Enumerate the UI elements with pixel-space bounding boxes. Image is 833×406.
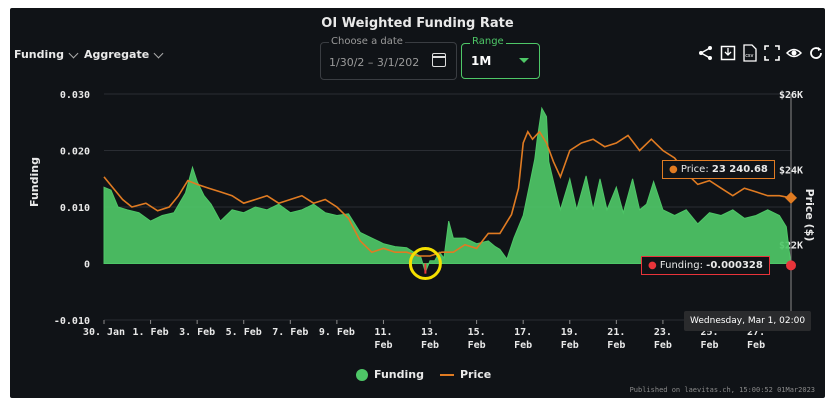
funding-tooltip-value: -0.000328 — [706, 260, 763, 271]
visibility-icon[interactable] — [785, 44, 803, 62]
highlight-circle-annotation — [408, 247, 442, 280]
x-tick-label: 1. Feb — [133, 327, 169, 338]
x-tick-label: 7. Feb — [272, 327, 308, 338]
x-tick-label: 9. Feb — [319, 327, 355, 338]
csv-download-icon[interactable]: csv — [741, 44, 759, 62]
funding-marker — [786, 260, 796, 271]
funding-area-series — [103, 106, 792, 274]
x-tick-label: 3. Feb — [179, 327, 215, 338]
x-tick-label: 5. Feb — [226, 327, 262, 338]
x-tick-label: Feb — [468, 340, 486, 351]
legend-item-funding[interactable]: Funding — [356, 368, 424, 381]
x-tick-label: 30. Jan — [83, 327, 125, 338]
dot-icon: ● — [669, 164, 678, 175]
refresh-icon[interactable] — [807, 44, 825, 62]
y-axis-ticks: 0.030 0.020 0.010 0 -0.010 — [54, 90, 90, 327]
calendar-icon[interactable] — [432, 53, 446, 67]
x-tick-label: 21. — [607, 327, 625, 338]
date-tooltip: Wednesday, Mar 1, 02:00 — [684, 311, 812, 331]
legend-price-label: Price — [460, 368, 492, 381]
x-tick-label: 23. — [654, 327, 672, 338]
price-tooltip-label: Price: — [680, 164, 709, 175]
legend-funding-swatch — [356, 368, 368, 381]
x-tick-label: Feb — [374, 340, 392, 351]
x-tick-label: Feb — [421, 340, 439, 351]
y-tick-label: 0.030 — [60, 90, 90, 101]
y2-axis-label: Price ($) — [803, 189, 816, 242]
date-range-picker[interactable]: Choose a date 1/30/2 – 3/1/202 — [320, 36, 457, 80]
x-tick-label: 27. — [747, 327, 765, 338]
funding-tooltip: ● Funding: -0.000328 — [641, 256, 770, 275]
y-tick-label: 0 — [84, 260, 90, 271]
y-tick-label: -0.010 — [54, 316, 90, 327]
legend-price-swatch — [440, 373, 454, 376]
image-download-icon[interactable] — [719, 44, 737, 62]
x-tick-label: Feb — [700, 340, 718, 351]
x-axis-ticks: 30. Jan 1. Feb 3. Feb 5. Feb 7. Feb 9. Feb 11.… — [83, 320, 765, 351]
chart-title: OI Weighted Funding Rate — [321, 16, 514, 31]
aggregation-dropdown[interactable]: Aggregate — [84, 48, 164, 61]
price-tooltip: ● Price: 23 240.68 — [662, 160, 775, 179]
y-tick-label: 0.010 — [60, 203, 90, 214]
range-select[interactable]: Range 1M — [461, 36, 540, 79]
x-tick-label: 17. — [514, 327, 532, 338]
legend-funding-label: Funding — [374, 368, 424, 381]
range-value: 1M — [471, 54, 492, 68]
x-tick-label: Feb — [654, 340, 672, 351]
dot-icon: ● — [648, 260, 657, 271]
date-picker-label: Choose a date — [329, 36, 405, 47]
x-tick-label: Feb — [514, 340, 532, 351]
metric-dropdown-label: Funding — [14, 48, 64, 61]
x-tick-label: Feb — [607, 340, 625, 351]
aggregation-dropdown-label: Aggregate — [84, 48, 150, 61]
share-icon[interactable] — [697, 44, 715, 62]
fullscreen-icon[interactable] — [763, 44, 781, 62]
y-axis-label: Funding — [28, 157, 41, 207]
x-tick-label: 25. — [700, 327, 718, 338]
x-tick-label: 15. — [468, 327, 486, 338]
y-tick-label: 0.020 — [60, 147, 90, 158]
publication-credit: Published on laevitas.ch, 15:00:52 01Mar… — [629, 386, 815, 394]
date-range-value: 1/30/2 – 3/1/202 — [329, 56, 420, 69]
price-marker — [785, 191, 797, 204]
x-tick-label: 11. — [374, 327, 392, 338]
x-tick-label: Feb — [747, 340, 765, 351]
price-line-series — [103, 129, 792, 257]
chart-toolbar: csv — [697, 44, 825, 62]
x-tick-label: Feb — [561, 340, 579, 351]
x-tick-label: 19. — [561, 327, 579, 338]
csv-icon-text: csv — [745, 53, 753, 59]
caret-down-icon — [519, 58, 529, 63]
metric-dropdown[interactable]: Funding — [14, 48, 79, 61]
legend-item-price[interactable]: Price — [440, 368, 491, 381]
range-label: Range — [470, 36, 506, 47]
price-tooltip-value: 23 240.68 — [711, 164, 768, 175]
funding-tooltip-label: Funding: — [659, 260, 703, 271]
x-tick-label: 13. — [421, 327, 439, 338]
